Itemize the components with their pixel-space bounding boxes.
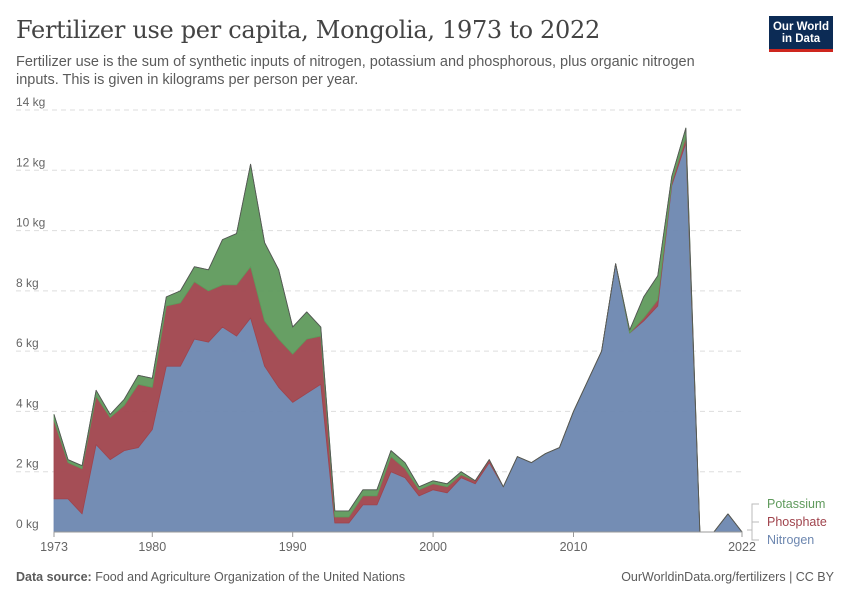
legend-label-nitrogen[interactable]: Nitrogen	[767, 533, 814, 547]
y-tick-label: 2 kg	[16, 457, 39, 471]
x-tick-label: 2000	[419, 540, 447, 554]
y-tick-label: 6 kg	[16, 336, 39, 350]
data-source-label: Data source:	[16, 570, 92, 584]
chart-title: Fertilizer use per capita, Mongolia, 197…	[16, 16, 600, 44]
y-tick-label: 14 kg	[16, 95, 45, 109]
logo-line-2: in Data	[781, 32, 821, 45]
legend-connector	[747, 529, 759, 541]
owid-logo[interactable]: Our World in Data	[769, 16, 833, 52]
data-source: Data source: Food and Agriculture Organi…	[16, 570, 405, 584]
stacked-area-chart: 0 kg 2 kg 4 kg 6 kg 8 kg 10 kg 12 kg 14 kg 1973 1…	[16, 95, 827, 554]
legend-label-potassium[interactable]: Potassium	[767, 497, 825, 511]
logo-line-1: Our World	[772, 20, 829, 33]
legend-layer: Potassium Phosphate Nitrogen	[747, 497, 827, 547]
area-layer	[53, 127, 743, 533]
x-tick-label: 1973	[40, 540, 68, 554]
y-tick-label: 4 kg	[16, 396, 39, 410]
x-tick-label: 1990	[279, 540, 307, 554]
x-tick-label: 1980	[138, 540, 166, 554]
license-link[interactable]: OurWorldinData.org/fertilizers | CC BY	[621, 570, 834, 584]
y-tick-label: 0 kg	[16, 517, 39, 531]
legend-connector	[747, 521, 759, 531]
legend-label-phosphate[interactable]: Phosphate	[767, 515, 827, 529]
x-tick-label: 2022	[728, 540, 756, 554]
y-tick-label: 12 kg	[16, 155, 45, 169]
data-source-text: Food and Agriculture Organization of the…	[91, 570, 406, 584]
axis-layer: 0 kg 2 kg 4 kg 6 kg 8 kg 10 kg 12 kg 14 kg 1973 1…	[16, 95, 756, 554]
y-tick-label: 10 kg	[16, 216, 45, 230]
legend-connector	[747, 503, 759, 531]
chart-subtitle: Fertilizer use is the sum of synthetic i…	[16, 54, 695, 88]
x-tick-label: 2010	[560, 540, 588, 554]
stack-total-line	[53, 127, 743, 533]
y-tick-label: 8 kg	[16, 276, 39, 290]
